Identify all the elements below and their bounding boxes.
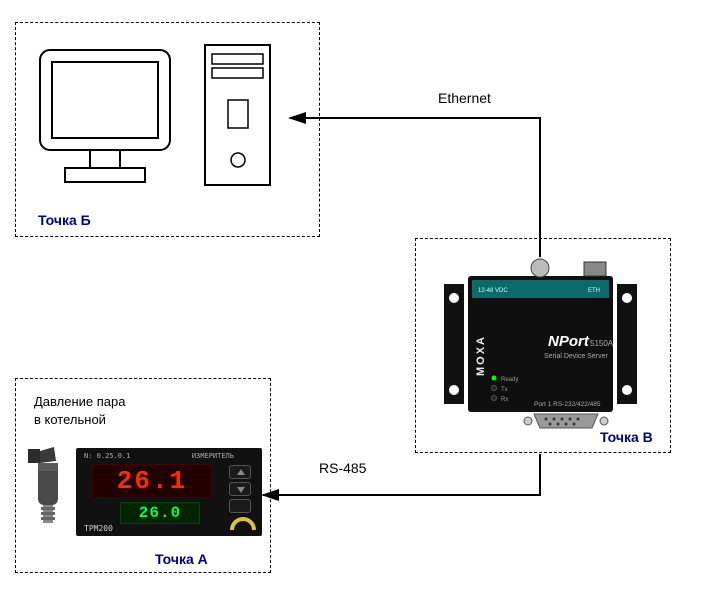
pc-icon (30, 40, 310, 210)
sensor-icon (28, 445, 70, 527)
svg-text:Serial Device Server: Serial Device Server (544, 353, 608, 360)
svg-text:MOXA: MOXA (475, 335, 487, 376)
svg-text:Tx: Tx (501, 387, 508, 393)
svg-text:12-48 VDC: 12-48 VDC (478, 288, 508, 294)
svg-text:ETH: ETH (588, 288, 600, 294)
svg-text:Port 1 RS-232/422/485: Port 1 RS-232/422/485 (534, 401, 601, 408)
label-point-a: Точка А (155, 551, 208, 567)
label-steam-1: Давление пара (34, 394, 125, 409)
label-ethernet: Ethernet (438, 90, 491, 106)
display-big: 26.1 (117, 466, 187, 496)
label-steam-2: в котельной (34, 412, 106, 427)
display-model: ТРМ200 (84, 524, 113, 533)
label-rs485: RS-485 (319, 460, 366, 476)
label-point-b: Точка Б (38, 212, 91, 228)
svg-text:Ready: Ready (501, 377, 518, 383)
svg-text:NPort: NPort (548, 333, 590, 350)
nport-device: 12-48 VDC ETH MOXA NPort 5150A Serial De… (438, 256, 643, 431)
label-point-v: Точка В (600, 429, 653, 445)
display-small: 26.0 (139, 504, 181, 522)
instrument-panel: N: 0.25.0.1 ИЗМЕРИТЕЛЬ 26.1 26.0 ТРМ200 (76, 448, 262, 536)
svg-text:5150A: 5150A (590, 339, 614, 348)
svg-text:Rx: Rx (501, 397, 508, 403)
